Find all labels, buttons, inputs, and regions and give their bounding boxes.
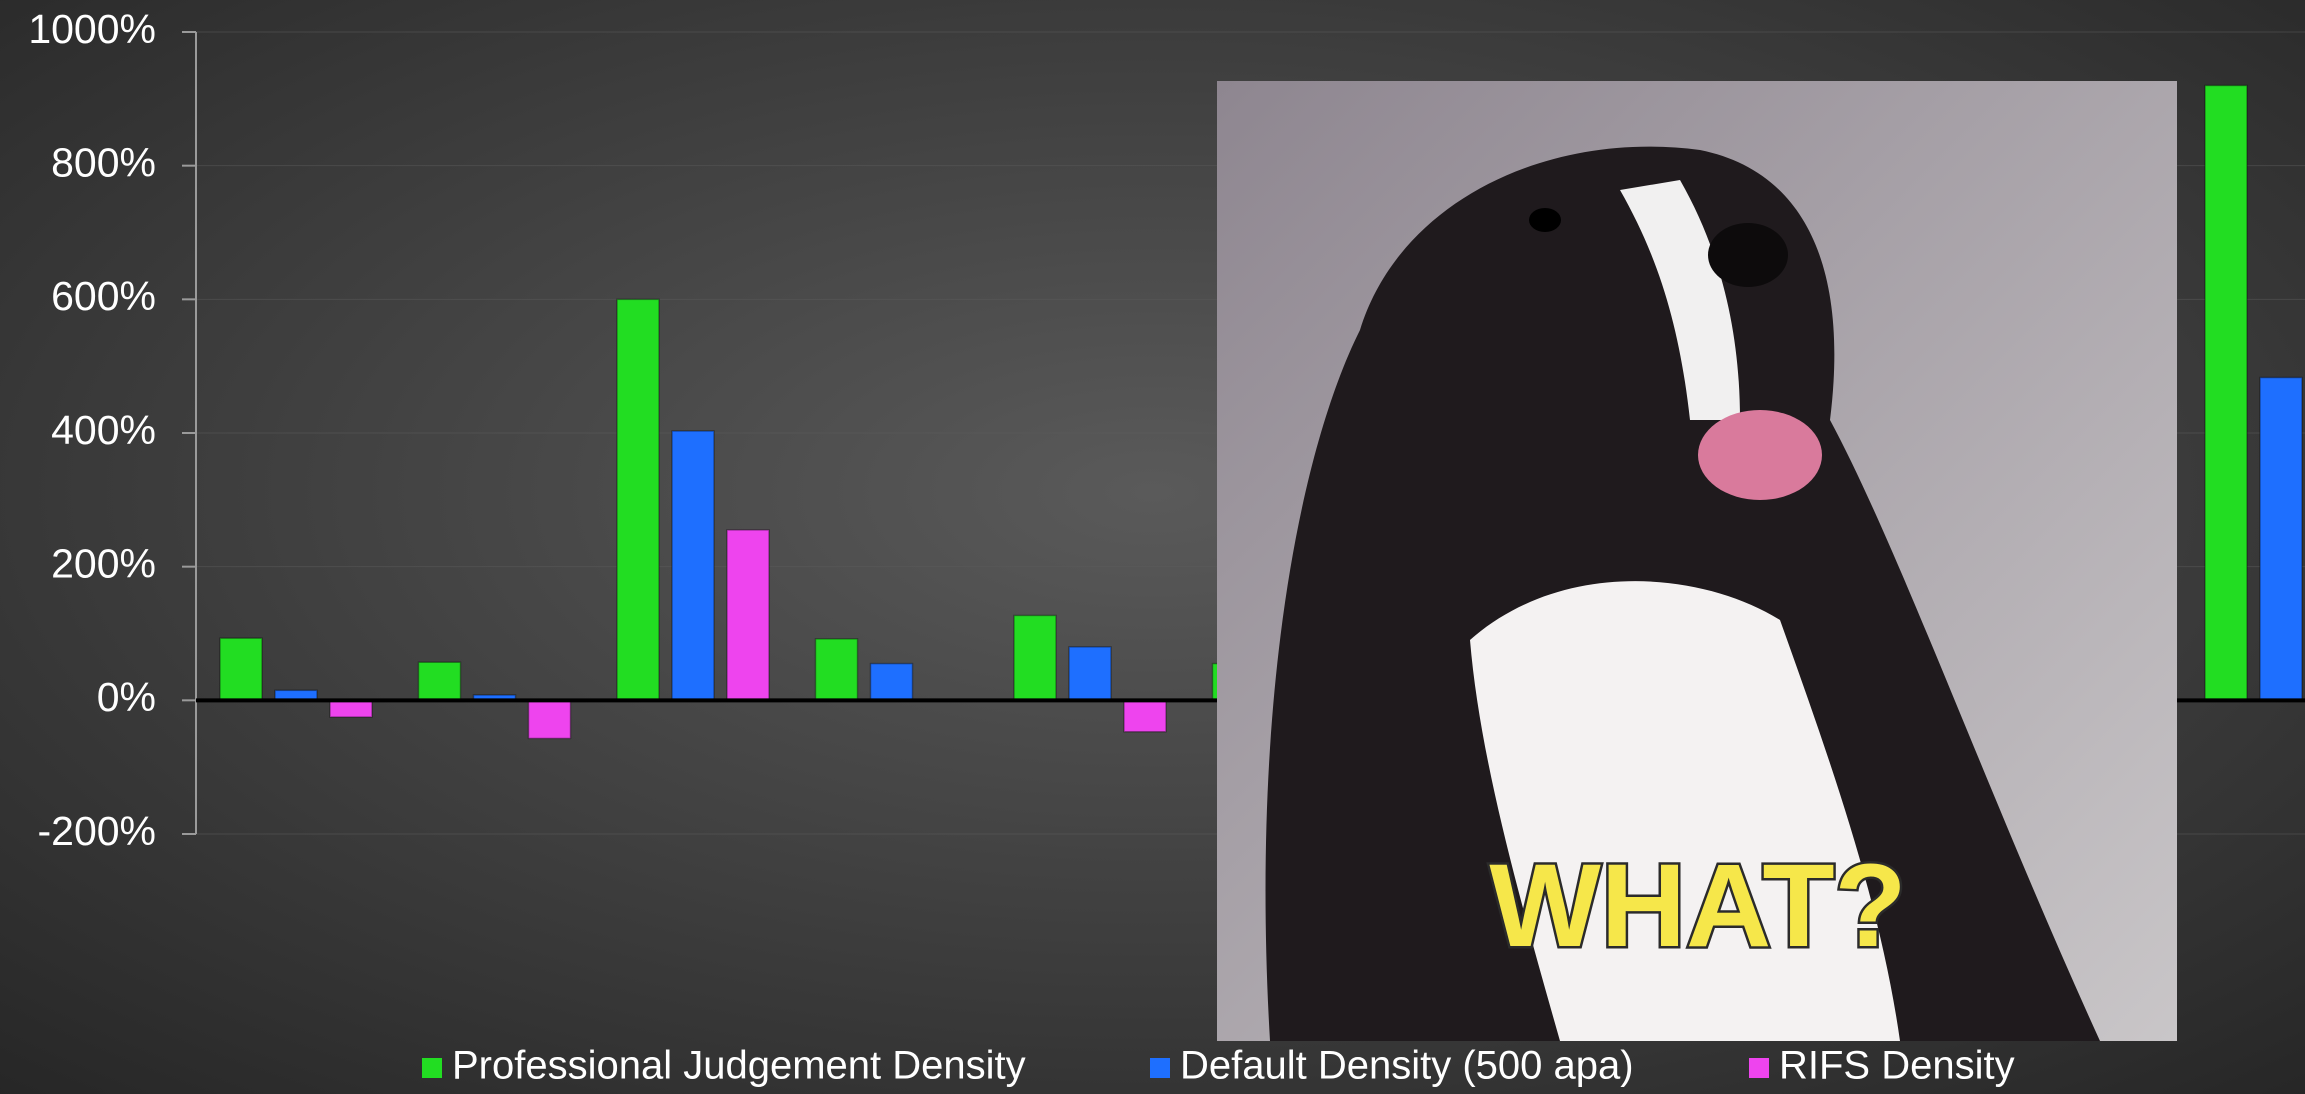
page: -200% 0% 200% 400% 600% 800% 1000% WHAT? Profe… — [0, 0, 2305, 1094]
bar — [617, 299, 659, 700]
overlay-image: WHAT? — [1217, 81, 2177, 1041]
bar — [2260, 378, 2302, 701]
legend-swatch — [1749, 1058, 1769, 1078]
legend-label: Default Density (500 apa) — [1180, 1044, 1634, 1088]
legend-label: RIFS Density — [1779, 1044, 2015, 1088]
dog-eye — [1529, 208, 1561, 232]
y-tick-label: 600% — [51, 273, 156, 319]
y-tick-label: 1000% — [28, 6, 156, 52]
bar — [1014, 615, 1056, 700]
bar — [871, 664, 913, 701]
legend-swatch — [422, 1058, 442, 1078]
bar — [2205, 85, 2247, 700]
bar — [816, 639, 858, 700]
y-tick-label: 200% — [51, 540, 156, 586]
dog-nose — [1708, 223, 1788, 287]
chart: -200% 0% 200% 400% 600% 800% 1000% WHAT? Profe… — [0, 0, 2305, 1094]
dog-tongue — [1698, 410, 1822, 500]
y-tick-label: 800% — [51, 139, 156, 185]
y-tick-label: 0% — [97, 674, 156, 720]
overlay-caption: WHAT? — [1489, 840, 1906, 972]
bar — [419, 662, 461, 700]
y-tick-label: 400% — [51, 407, 156, 453]
bar — [330, 700, 372, 717]
bar — [1124, 700, 1166, 731]
bar — [1069, 647, 1111, 700]
bar — [529, 700, 571, 738]
bar — [727, 530, 769, 700]
y-tick-label: -200% — [37, 808, 156, 854]
bar — [220, 638, 262, 700]
legend-label: Professional Judgement Density — [452, 1044, 1026, 1088]
bar — [672, 431, 714, 700]
legend-swatch — [1150, 1058, 1170, 1078]
